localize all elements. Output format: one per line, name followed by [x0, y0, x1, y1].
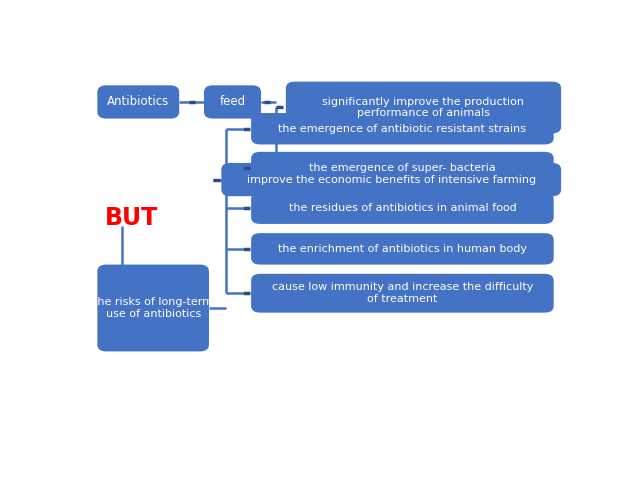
- FancyBboxPatch shape: [97, 264, 209, 351]
- FancyBboxPatch shape: [251, 152, 554, 183]
- Text: improve the economic benefits of intensive farming: improve the economic benefits of intensi…: [246, 175, 536, 185]
- FancyBboxPatch shape: [251, 274, 554, 312]
- FancyBboxPatch shape: [251, 192, 554, 224]
- Text: significantly improve the production
performance of animals: significantly improve the production per…: [323, 96, 525, 118]
- FancyBboxPatch shape: [251, 113, 554, 144]
- Text: the emergence of super- bacteria: the emergence of super- bacteria: [309, 163, 496, 172]
- Text: feed: feed: [220, 96, 246, 108]
- FancyBboxPatch shape: [221, 163, 561, 196]
- Text: Antibiotics: Antibiotics: [107, 96, 170, 108]
- FancyBboxPatch shape: [286, 82, 561, 133]
- FancyBboxPatch shape: [251, 233, 554, 264]
- Text: BUT: BUT: [105, 206, 158, 230]
- FancyBboxPatch shape: [204, 85, 261, 119]
- Text: the emergence of antibiotic resistant strains: the emergence of antibiotic resistant st…: [278, 124, 526, 134]
- FancyBboxPatch shape: [97, 85, 179, 119]
- Text: the enrichment of antibiotics in human body: the enrichment of antibiotics in human b…: [278, 244, 527, 254]
- Text: the residues of antibiotics in animal food: the residues of antibiotics in animal fo…: [289, 203, 516, 213]
- Text: the risks of long-term
use of antibiotics: the risks of long-term use of antibiotic…: [93, 297, 213, 319]
- Text: cause low immunity and increase the difficulty
of treatment: cause low immunity and increase the diff…: [272, 282, 533, 304]
